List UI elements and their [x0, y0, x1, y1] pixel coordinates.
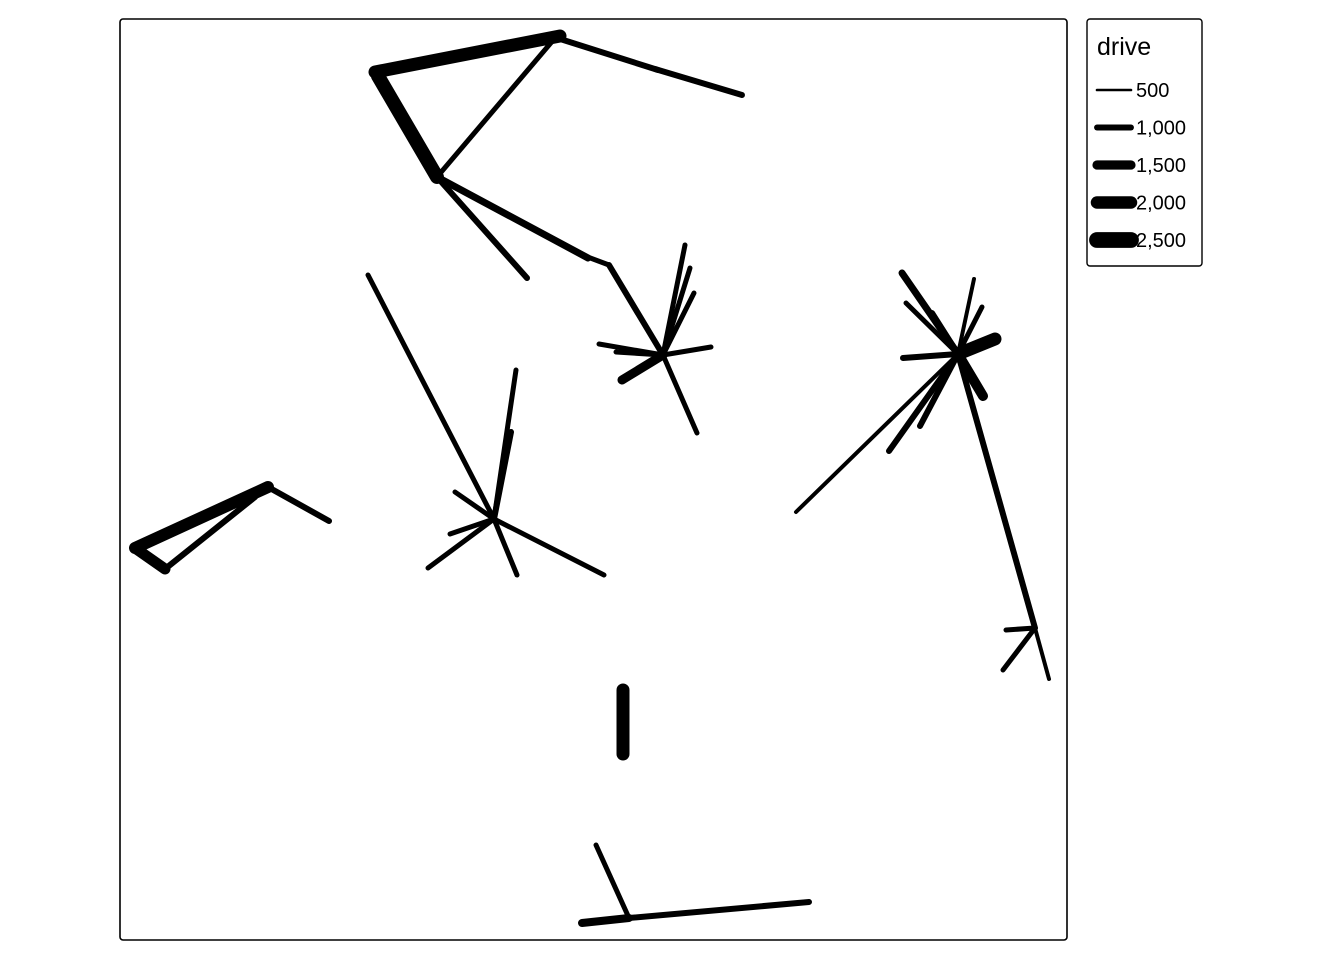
route-line	[434, 35, 558, 180]
route-line	[652, 66, 745, 98]
route-line	[491, 516, 607, 578]
route-line	[491, 429, 514, 522]
route-line	[660, 290, 697, 358]
route-line	[578, 914, 633, 927]
route-line	[900, 351, 961, 361]
route-line	[660, 352, 700, 436]
route-line	[368, 29, 567, 79]
legend: drive 500 1,000 1,500 2,000 2,500	[1086, 18, 1203, 267]
route-line	[129, 542, 171, 575]
route-line	[452, 489, 497, 522]
route-line	[593, 842, 632, 921]
route-line	[886, 351, 961, 454]
route-line	[955, 351, 1038, 631]
route-line	[606, 262, 666, 358]
route-line	[613, 349, 666, 358]
route-line	[434, 174, 530, 281]
route-line	[582, 253, 612, 268]
route-line	[929, 310, 961, 357]
route-line	[660, 344, 714, 358]
route-line	[956, 277, 976, 356]
route-line	[626, 899, 812, 921]
legend-title: drive	[1097, 33, 1151, 61]
legend-label: 1,000	[1136, 118, 1186, 140]
legend-label: 2,500	[1136, 230, 1186, 252]
route-line	[162, 494, 258, 572]
legend-items: 500 1,000 1,500 2,000 2,500	[1089, 80, 1186, 252]
route-line	[617, 350, 668, 385]
route-line	[491, 516, 520, 578]
route-line	[1003, 625, 1038, 633]
route-line	[1033, 626, 1051, 681]
route-line	[794, 352, 960, 514]
legend-label: 1,500	[1136, 155, 1186, 177]
legend-label: 2,000	[1136, 193, 1186, 215]
route-lines	[129, 29, 1051, 927]
route-line	[1000, 625, 1038, 673]
route-line	[433, 173, 592, 262]
route-line	[365, 272, 497, 522]
map-frame	[119, 18, 1068, 941]
legend-label: 500	[1136, 80, 1169, 102]
route-line	[371, 69, 444, 184]
route-line	[951, 332, 1002, 361]
route-line	[265, 484, 332, 524]
route-line	[554, 35, 661, 73]
route-line	[129, 481, 274, 554]
route-line	[425, 516, 497, 571]
